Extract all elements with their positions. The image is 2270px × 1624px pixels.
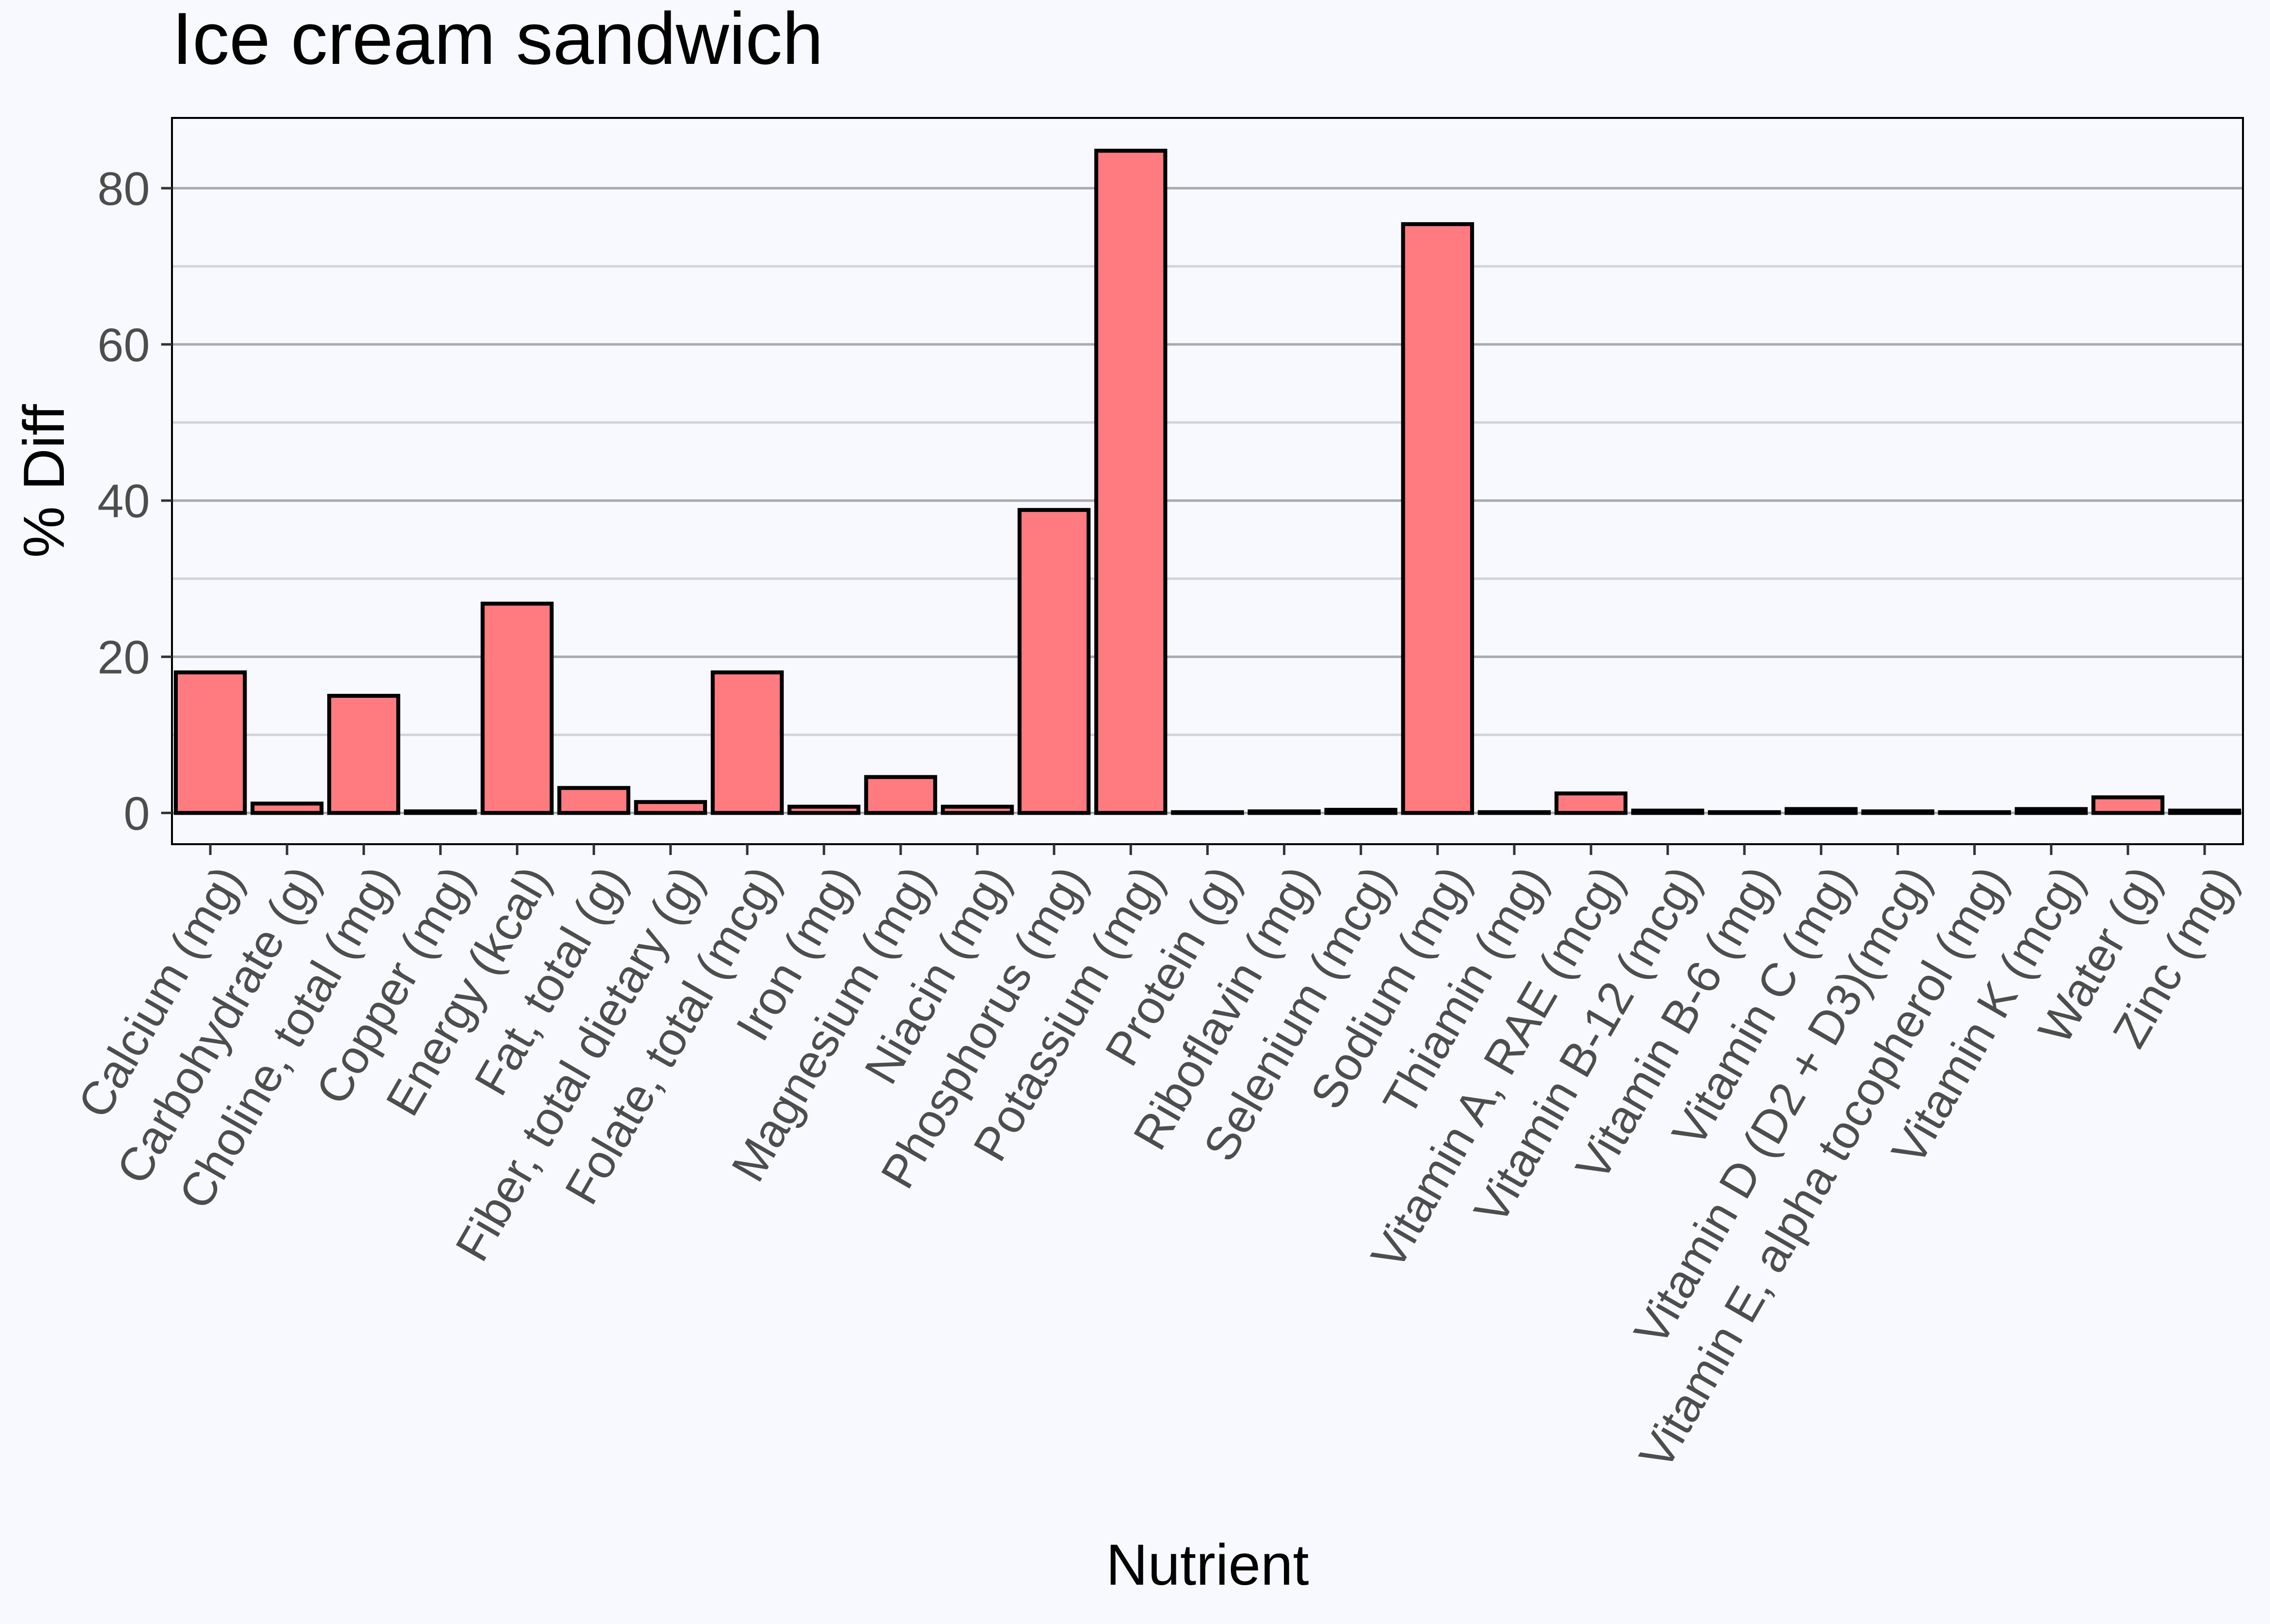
bar	[1477, 810, 1551, 815]
bar	[864, 775, 937, 815]
bar	[2168, 808, 2242, 815]
bar	[2091, 795, 2165, 815]
bar	[557, 786, 630, 815]
y-tick-label: 60	[97, 319, 150, 371]
x-axis-label: Nutrient	[1106, 1533, 1309, 1597]
y-tick-label: 0	[124, 787, 150, 840]
bar	[710, 670, 784, 815]
bar	[1324, 808, 1397, 815]
bar	[1785, 807, 1858, 815]
bar	[1171, 810, 1244, 815]
bar	[940, 804, 1014, 815]
bar	[250, 801, 324, 815]
y-axis: 0 20 40 60 80	[97, 163, 172, 840]
y-axis-label: % Diff	[12, 404, 77, 558]
bar	[1018, 508, 1091, 815]
bar	[1401, 222, 1475, 815]
bar	[404, 809, 477, 815]
bar	[1248, 809, 1321, 815]
y-tick-label: 80	[97, 163, 150, 215]
bar	[2015, 807, 2088, 815]
bar	[1554, 791, 1628, 815]
chart-title: Ice cream sandwich	[172, 0, 823, 80]
bar	[173, 670, 247, 815]
bar	[1708, 810, 1781, 815]
bar	[481, 601, 554, 815]
bars	[173, 148, 2242, 815]
y-tick-label: 20	[97, 631, 150, 684]
y-tick-label: 40	[97, 475, 150, 528]
bar	[1861, 809, 1934, 815]
bar	[634, 800, 707, 815]
bar	[327, 694, 400, 815]
bar	[1094, 148, 1167, 815]
bar	[1938, 810, 2011, 815]
bar	[787, 804, 861, 815]
bar	[1631, 808, 1704, 815]
